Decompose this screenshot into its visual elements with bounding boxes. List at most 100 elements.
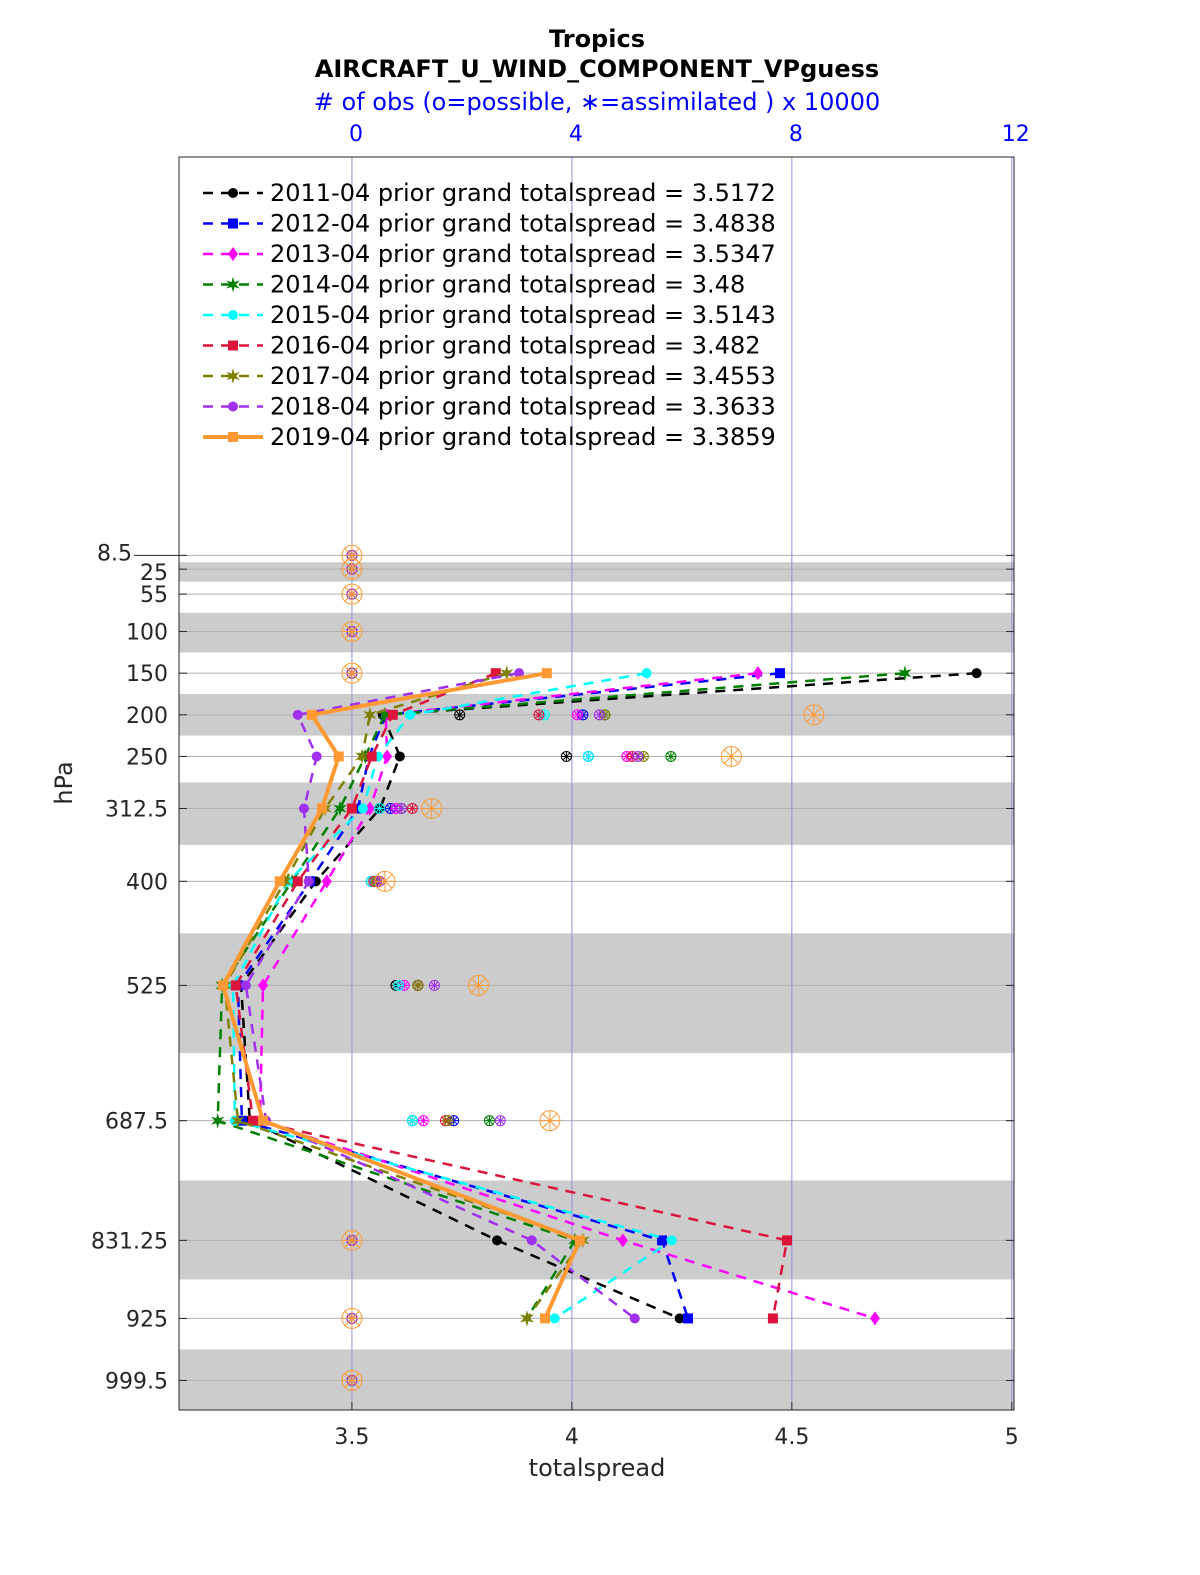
obs-assimilated-marker [443,1115,454,1126]
data-point [226,276,240,293]
y-tick-label: 400 [126,870,168,895]
obs-assimilated-marker [393,980,404,991]
obs-assimilated-marker [484,1115,495,1126]
obs-assimilated-marker [533,709,544,720]
legend-entry: 2015-04 prior grand totalspread = 3.5143 [270,301,776,329]
data-point [236,1115,247,1126]
data-point [898,665,912,682]
data-point [382,749,393,764]
data-point [520,1310,534,1327]
data-point [274,876,285,887]
obs-assimilated-marker [421,798,442,819]
level-band [179,1180,1014,1280]
legend-entry: 2013-04 prior grand totalspread = 3.5347 [270,240,776,268]
series-lines [210,665,982,1327]
obs-assimilated-marker [341,545,362,566]
data-point [364,801,375,816]
data-point [394,751,405,762]
obs-assimilated-marker [341,621,362,642]
top-tick-label: 12 [1002,122,1030,147]
x-tick-label: 4.5 [774,1425,809,1450]
obs-assimilated-marker [341,1230,362,1251]
series-line [258,671,876,1320]
obs-assimilated-marker [632,751,643,762]
top-axis-label: # of obs (o=possible, ∗=assimilated ) x … [314,88,880,116]
obs-assimilated-marker [583,751,594,762]
series-line [216,671,905,1320]
obs-assimilated-marker [495,1115,506,1126]
data-point [549,1313,560,1324]
obs-assimilated-marker [429,980,440,991]
data-point [228,218,238,229]
y-tick-label: 250 [126,745,168,770]
data-point [228,432,238,442]
data-point [574,1235,585,1246]
data-point [869,1311,880,1326]
y-tick-label: 999.5 [105,1369,168,1394]
level-bands [179,562,1014,1410]
data-point [333,751,344,762]
data-point [321,874,332,889]
data-point [387,709,398,720]
legend: 2011-04 prior grand totalspread = 3.5172… [203,179,776,451]
data-point [228,247,238,261]
obs-assimilated-marker [539,1110,560,1131]
data-point [231,1112,245,1129]
obs-assimilated-marker [572,709,583,720]
legend-entry: 2016-04 prior grand totalspread = 3.482 [270,332,760,360]
y-tick-label: 200 [126,704,168,729]
obs-assimilated-marker [341,1308,362,1329]
data-point [492,1235,503,1246]
obs-markers [341,544,825,1391]
data-point [333,800,347,817]
top-tick-label: 0 [349,122,363,147]
data-point [366,751,377,762]
data-point [298,803,309,814]
level-band [179,562,1014,582]
top-tick-label: 4 [569,122,583,147]
data-point [971,668,982,679]
data-point [617,1233,628,1248]
data-point [629,1313,640,1324]
data-point [228,340,238,351]
obs-assimilated-marker [468,975,489,996]
obs-assimilated-marker [412,980,423,991]
y-tick-label: 831.25 [91,1229,168,1254]
data-point [346,803,357,814]
x-tick-label: 3.5 [334,1425,369,1450]
legend-entry: 2012-04 prior grand totalspread = 3.4838 [270,210,776,238]
chart-subtitle: AIRCRAFT_U_WIND_COMPONENT_VPguess [315,55,879,83]
data-point [292,709,303,720]
y-tick-label: 925 [126,1307,168,1332]
data-point [752,666,763,681]
data-point [683,1313,694,1324]
x-axis-label: totalspread [529,1454,666,1482]
data-point [666,1235,677,1246]
y-tick-label: 525 [126,974,168,999]
data-point [363,706,377,723]
data-point [674,1313,685,1324]
obs-assimilated-marker [341,559,362,580]
data-point [404,709,415,720]
legend-entry: 2018-04 prior grand totalspread = 3.3633 [270,393,776,421]
data-point [767,1313,778,1324]
y-tick-label: 100 [126,621,168,646]
data-point [774,668,785,679]
obs-assimilated-marker [374,803,385,814]
data-point [490,668,501,679]
obs-assimilated-marker [341,1370,362,1391]
data-point [217,980,228,991]
series-line [234,672,789,1319]
y-tick-label: 312.5 [105,797,168,822]
x-tick-label: 5 [1005,1425,1019,1450]
data-point [526,1235,537,1246]
level-band [179,612,1014,653]
data-point [226,368,240,384]
data-point [292,876,303,887]
data-point [540,1313,551,1324]
data-point [316,803,327,814]
data-point [311,751,322,762]
